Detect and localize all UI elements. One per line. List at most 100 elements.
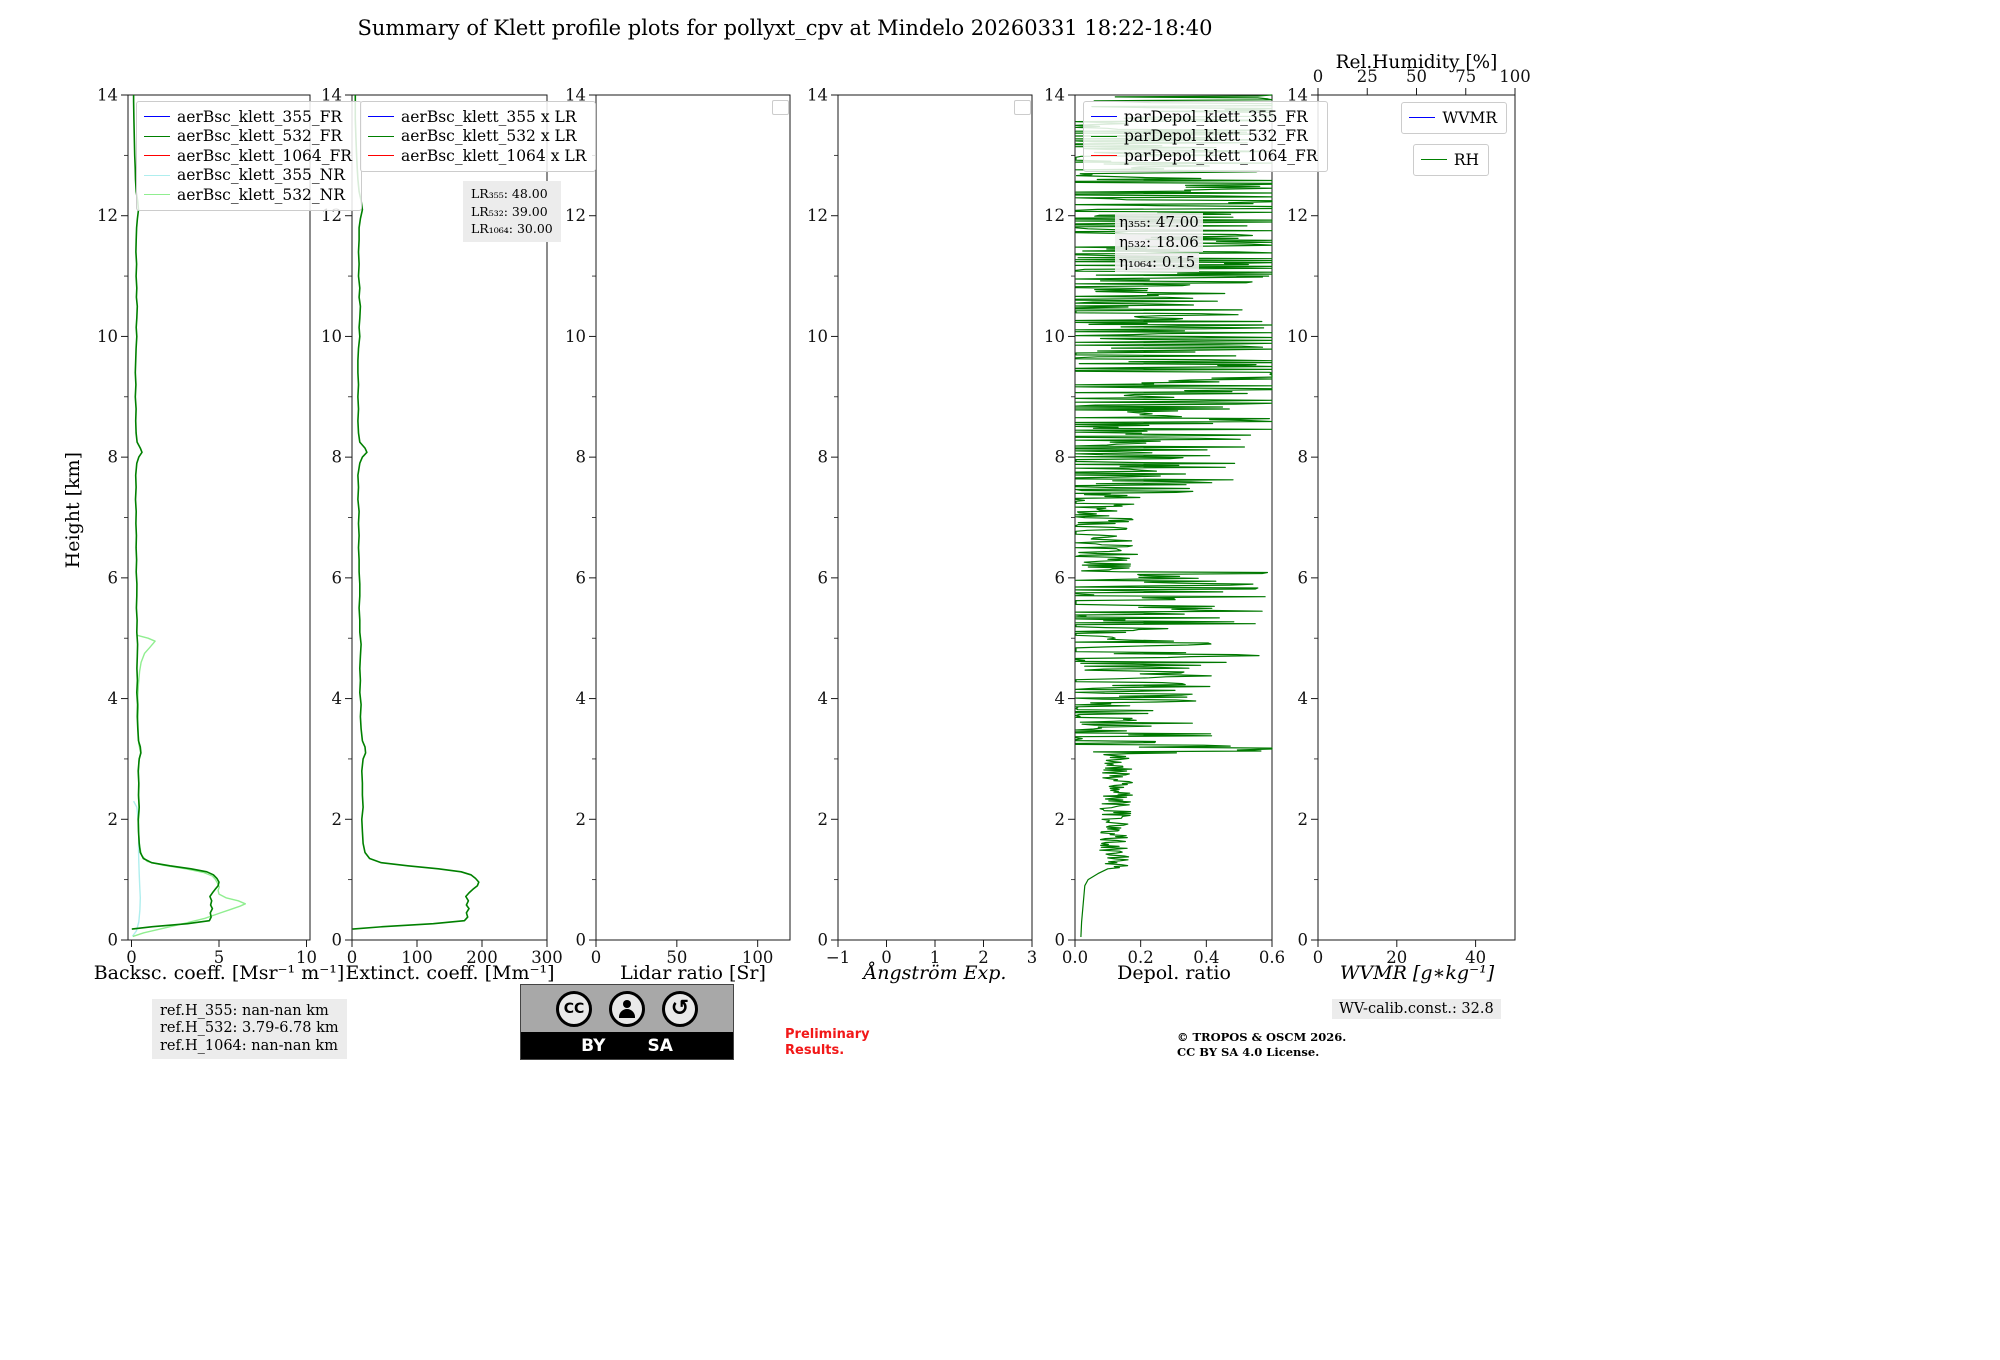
- legend-entry-label: aerBsc_klett_532_NR: [177, 185, 345, 204]
- wv-calibration-annotation: WV-calib.const.: 32.8: [1332, 999, 1501, 1019]
- legend-entry: RH: [1420, 150, 1479, 170]
- xlabel-depol-ratio: Depol. ratio: [1117, 962, 1231, 984]
- y-tick-label: 2: [818, 810, 829, 829]
- y-tick-label: 14: [321, 86, 342, 105]
- annotation-line: LR₁₀₆₄: 30.00: [471, 221, 553, 236]
- y-tick-label: 8: [1055, 448, 1066, 467]
- legend-line-swatch: [1091, 116, 1117, 118]
- y-tick-label: 2: [332, 810, 343, 829]
- y-tick-label: 14: [97, 86, 118, 105]
- y-tick-label: 14: [1287, 86, 1308, 105]
- legend-line-swatch: [1420, 159, 1447, 161]
- y-tick-label: 8: [332, 448, 343, 467]
- xlabel-backscatter: Backsc. coeff. [Msr⁻¹ m⁻¹]: [93, 962, 345, 984]
- person-body-icon: [619, 1008, 635, 1018]
- annotation-row: η₃₅₅: 47.00: [1115, 212, 1203, 232]
- legend-entry: aerBsc_klett_532_FR: [144, 127, 352, 147]
- y-tick-label: 2: [1055, 810, 1066, 829]
- y-tick-label: 12: [807, 206, 828, 225]
- y-tick-label: 0: [576, 931, 587, 950]
- legend-entry-label: parDepol_klett_355_FR: [1124, 107, 1308, 126]
- y-tick-label: 6: [818, 568, 829, 587]
- top-tick-label: 50: [1406, 67, 1427, 86]
- y-tick-label: 6: [576, 568, 587, 587]
- copyright-line: © TROPOS & OSCM 2026.: [1177, 1030, 1347, 1044]
- y-axis-label: Height [km]: [62, 452, 84, 569]
- x-tick-label: 200: [466, 948, 498, 967]
- legend-line-swatch: [144, 174, 170, 176]
- cc-icon-text: CC: [563, 1000, 585, 1017]
- legend-entry-label: parDepol_klett_532_FR: [1124, 127, 1308, 146]
- page-title: Summary of Klett profile plots for polly…: [357, 16, 1213, 40]
- arrow-glyph: ↺: [670, 995, 690, 1021]
- x-tick-label: 0.4: [1193, 948, 1219, 967]
- legend-line-swatch: [144, 116, 170, 118]
- panel-4: 0.0 0.2 0.4 0.6 0 2 4 6 8 10 12 14: [1044, 86, 1285, 968]
- series-parDepol_klett_532_FR: [1075, 94, 1273, 938]
- reference-heights-annotation: ref.H_355: nan-nan km ref.H_532: 3.79-6.…: [152, 999, 347, 1060]
- y-tick-label: 6: [108, 568, 119, 587]
- y-tick-label: 10: [1287, 327, 1308, 346]
- y-tick-label: 2: [576, 810, 587, 829]
- annotation-row: η₅₃₂: 18.06: [1115, 232, 1203, 252]
- x-tick-label: 20: [1386, 948, 1407, 967]
- panel-frame: [1317, 94, 1516, 941]
- annotation-line: η₅₃₂: 18.06: [1115, 233, 1203, 252]
- y-tick-label: 10: [97, 327, 118, 346]
- legend-entry: parDepol_klett_1064_FR: [1091, 146, 1318, 166]
- top-axis-label: Rel.Humidity [%]: [1335, 52, 1498, 73]
- y-tick-label: 2: [108, 810, 119, 829]
- y-tick-label: 12: [321, 206, 342, 225]
- annotation-line: ref.H_532: 3.79-6.78 km: [160, 1020, 339, 1037]
- y-tick-label: 8: [818, 448, 829, 467]
- y-tick-label: 4: [818, 689, 829, 708]
- x-tick-label: 0: [347, 948, 358, 967]
- preliminary-results-note: Preliminary Results.: [785, 1027, 870, 1060]
- legend-entry-label: aerBsc_klett_532_FR: [177, 127, 343, 146]
- y-tick-label: 4: [1055, 689, 1066, 708]
- legend-entry-label: WVMR: [1442, 108, 1497, 127]
- panel-0: 0 5 10 0 2 4 6 8 10 12 14: [97, 86, 317, 968]
- legend-entry: parDepol_klett_355_FR: [1091, 107, 1318, 127]
- legend-line-swatch: [368, 116, 394, 118]
- x-tick-label: −1: [826, 948, 850, 967]
- legend-backscatter: aerBsc_klett_355_FR aerBsc_klett_532_FR …: [136, 101, 362, 211]
- y-tick-label: 8: [108, 448, 119, 467]
- person-head-icon: [623, 999, 631, 1008]
- annotation-line: LR₃₅₅: 48.00: [471, 186, 548, 201]
- legend-entry: aerBsc_klett_355_FR: [144, 107, 352, 127]
- x-tick-label: 50: [666, 948, 687, 967]
- x-tick-label: 1: [930, 948, 941, 967]
- y-tick-label: 14: [565, 86, 586, 105]
- legend-entry-label: aerBsc_klett_1064_FR: [177, 146, 352, 165]
- x-tick-label: 40: [1465, 948, 1486, 967]
- legend-line-swatch: [368, 155, 394, 157]
- y-tick-label: 10: [565, 327, 586, 346]
- y-tick-label: 0: [1055, 931, 1066, 950]
- lidar-ratio-values-annotation: LR₃₅₅: 48.00 LR₅₃₂: 39.00 LR₁₀₆₄: 30.00: [463, 181, 561, 242]
- legend-line-swatch: [144, 155, 170, 157]
- legend-entry-label: aerBsc_klett_355_NR: [177, 166, 345, 185]
- cc-attribution-person-icon: [609, 990, 645, 1027]
- legend-wvmr: WVMR: [1401, 102, 1507, 134]
- legend-line-swatch: [1091, 135, 1117, 137]
- panel-2: 0 50 100 0 2 4 6 8 10 12 14: [565, 86, 791, 967]
- panel-frame: [127, 94, 311, 941]
- x-tick-label: 0: [1313, 948, 1324, 967]
- cc-badge-labels: BY SA: [521, 1032, 733, 1059]
- legend-entry-label: parDepol_klett_1064_FR: [1124, 146, 1318, 165]
- cc-badge-icons: CC ↺: [521, 985, 733, 1032]
- y-tick-label: 12: [1044, 206, 1065, 225]
- cc-icon: CC: [556, 990, 592, 1027]
- legend-line-swatch: [1409, 117, 1436, 119]
- panel-5: 0 20 40 0 2 4 6 8 10 12 14 0 25 50 75 100: [1287, 67, 1531, 967]
- x-tick-label: 2: [978, 948, 989, 967]
- annotation-line: η₃₅₅: 47.00: [1115, 213, 1203, 232]
- cc-sa-label: SA: [647, 1035, 673, 1056]
- annotation-line: LR₅₃₂: 39.00: [471, 203, 548, 219]
- top-tick-label: 75: [1455, 67, 1476, 86]
- copyright-line: CC BY SA 4.0 License.: [1177, 1044, 1320, 1059]
